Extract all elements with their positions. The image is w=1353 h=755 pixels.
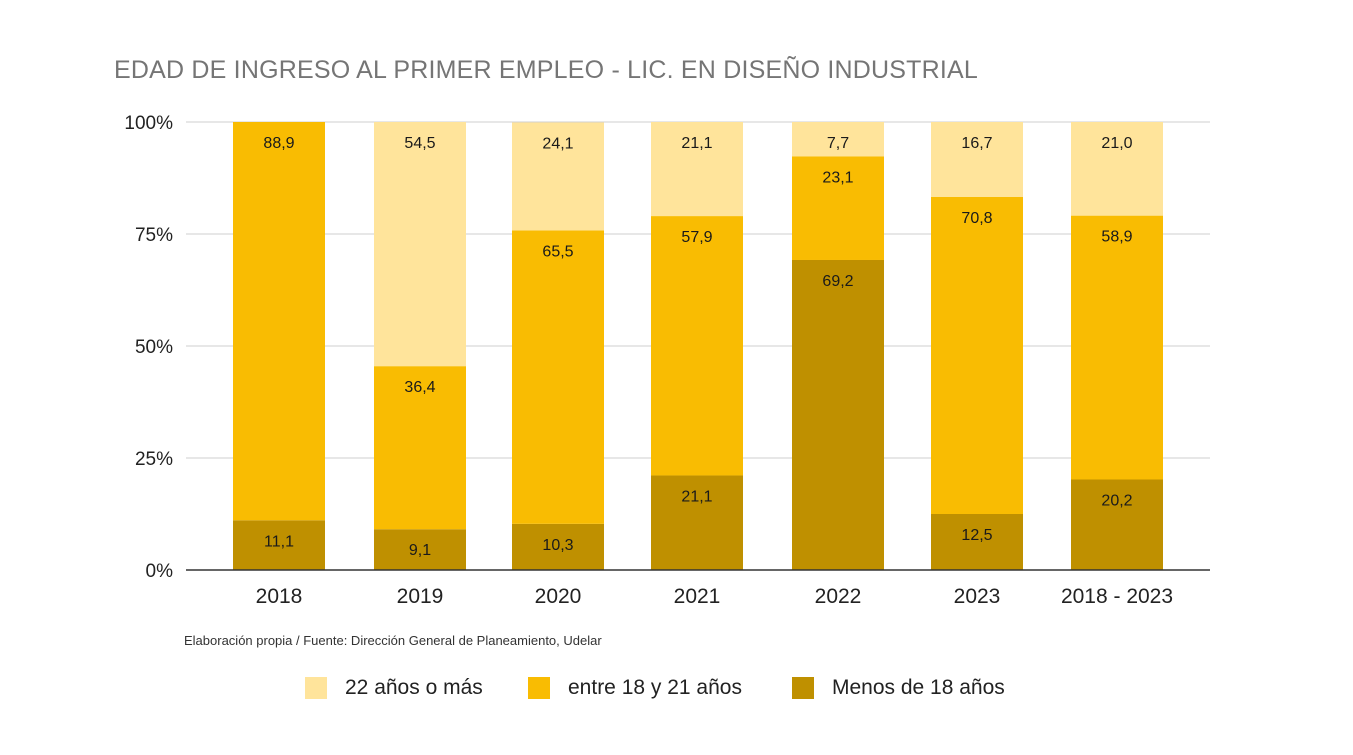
data-label: 21,1 <box>681 488 712 505</box>
data-label: 11,1 <box>264 533 294 550</box>
bar-segment <box>651 122 743 217</box>
data-label: 57,9 <box>681 229 712 246</box>
y-axis-ticks: 0% 25% 50% 75% 100% <box>124 113 173 582</box>
legend-label: 22 años o más <box>345 676 483 699</box>
legend-label: entre 18 y 21 años <box>568 676 742 699</box>
bar-segment <box>1071 215 1163 480</box>
data-label: 54,5 <box>404 135 435 152</box>
bar-segment <box>931 514 1023 570</box>
bar-segment <box>792 122 884 157</box>
legend: 22 años o más entre 18 y 21 años Menos d… <box>0 676 1353 704</box>
bar-segment <box>374 529 466 570</box>
bar-segment <box>374 122 466 367</box>
y-tick-label: 100% <box>124 113 173 134</box>
y-tick-label: 75% <box>135 225 173 246</box>
data-label: 21,0 <box>1101 135 1132 152</box>
data-label: 69,2 <box>822 273 853 290</box>
y-tick-label: 50% <box>135 337 173 358</box>
data-label: 58,9 <box>1101 229 1132 246</box>
bars <box>233 122 1163 570</box>
stacked-bar-chart: 0% 25% 50% 75% 100% 11,1 88,9 9,1 36,4 54,5 10,3 6… <box>124 113 1210 608</box>
legend-swatch <box>792 677 814 699</box>
y-tick-label: 0% <box>146 561 174 582</box>
data-label: 10,3 <box>542 537 573 554</box>
data-label: 7,7 <box>827 135 849 152</box>
legend-swatch <box>528 677 550 699</box>
y-tick-label: 25% <box>135 449 173 470</box>
legend-item-22-o-mas: 22 años o más <box>305 676 483 700</box>
data-label: 65,5 <box>542 243 573 260</box>
bar-segment <box>792 259 884 570</box>
bar-segment <box>651 216 743 476</box>
data-label: 21,1 <box>681 135 712 152</box>
bar-segment <box>1071 122 1163 216</box>
source-note: Elaboración propia / Fuente: Dirección G… <box>184 633 602 648</box>
x-tick-label: 2021 <box>674 585 721 608</box>
legend-item-menos-18: Menos de 18 años <box>792 676 1005 700</box>
bar-segment <box>792 156 884 260</box>
x-tick-label: 2018 <box>256 585 303 608</box>
legend-label: Menos de 18 años <box>832 676 1005 699</box>
data-label: 9,1 <box>409 542 431 559</box>
bar-segment <box>931 122 1023 197</box>
bar-segment <box>512 230 604 524</box>
x-tick-label: 2023 <box>954 585 1001 608</box>
x-tick-label: 2019 <box>397 585 444 608</box>
data-label: 12,5 <box>961 527 992 544</box>
bar-segment <box>512 523 604 570</box>
bar-segment <box>233 122 325 521</box>
data-label: 23,1 <box>822 169 853 186</box>
bar-segment <box>374 366 466 530</box>
legend-swatch <box>305 677 327 699</box>
x-tick-label: 2020 <box>535 585 582 608</box>
bar-segment <box>651 475 743 570</box>
data-label: 20,2 <box>1101 493 1132 510</box>
bar-segment <box>512 122 604 231</box>
data-label: 16,7 <box>961 135 992 152</box>
bar-segment <box>233 520 325 570</box>
data-labels: 11,1 88,9 9,1 36,4 54,5 10,3 65,5 24,1 21,1 57,9 2… <box>263 135 1132 559</box>
bar-segment <box>931 196 1023 515</box>
legend-item-18-a-21: entre 18 y 21 años <box>528 676 742 700</box>
data-label: 70,8 <box>961 210 992 227</box>
data-label: 24,1 <box>542 135 573 152</box>
bar-segment <box>1071 479 1163 570</box>
x-axis-ticks: 2018 2019 2020 2021 2022 2023 2018 - 2023 <box>256 585 1173 608</box>
data-label: 36,4 <box>404 379 435 396</box>
chart-title: EDAD DE INGRESO AL PRIMER EMPLEO - LIC. … <box>114 56 979 84</box>
x-tick-label: 2018 - 2023 <box>1061 585 1173 608</box>
data-label: 88,9 <box>263 135 294 152</box>
x-tick-label: 2022 <box>815 585 862 608</box>
